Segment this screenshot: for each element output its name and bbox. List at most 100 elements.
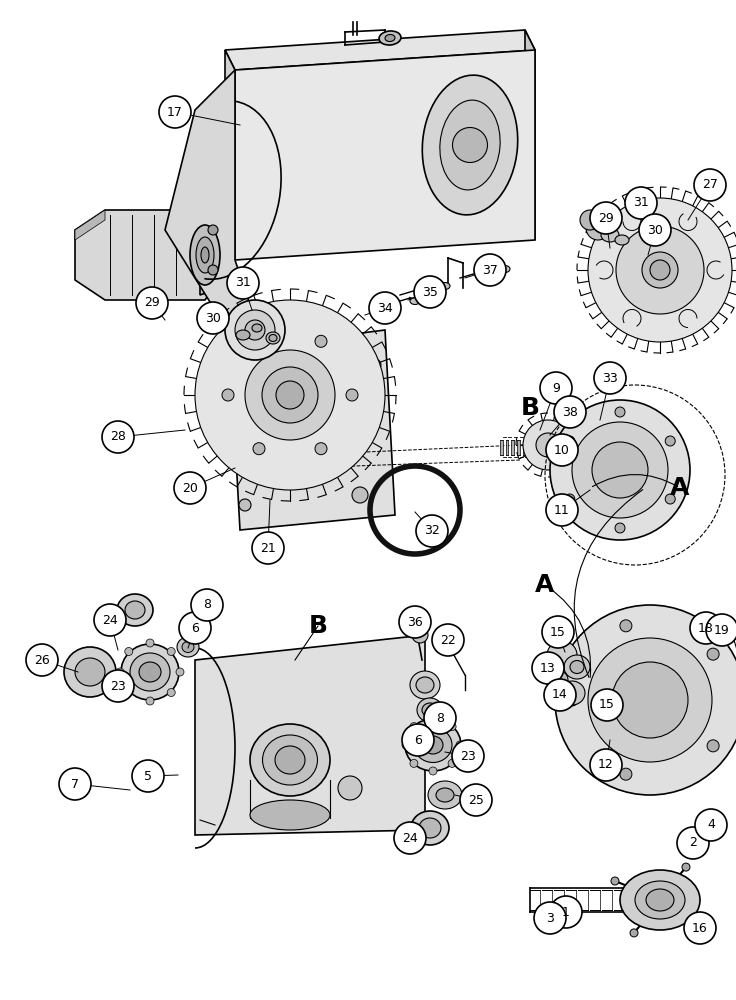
Text: 6: 6: [191, 621, 199, 635]
Circle shape: [338, 776, 362, 800]
Polygon shape: [528, 440, 531, 455]
Text: 18: 18: [698, 621, 714, 635]
Circle shape: [707, 648, 719, 660]
Ellipse shape: [546, 670, 568, 690]
Circle shape: [208, 265, 218, 275]
Ellipse shape: [130, 653, 170, 691]
Ellipse shape: [189, 626, 207, 642]
Text: 15: 15: [550, 626, 566, 639]
Ellipse shape: [559, 681, 585, 705]
Circle shape: [402, 741, 410, 749]
Polygon shape: [500, 440, 503, 455]
Circle shape: [410, 759, 418, 767]
Ellipse shape: [414, 728, 452, 762]
Ellipse shape: [422, 75, 517, 215]
Polygon shape: [567, 440, 570, 455]
Text: 12: 12: [598, 758, 614, 772]
Ellipse shape: [64, 647, 116, 697]
Polygon shape: [506, 440, 509, 455]
Text: 23: 23: [110, 680, 126, 692]
Polygon shape: [545, 440, 548, 455]
Circle shape: [694, 169, 726, 201]
Circle shape: [253, 443, 265, 455]
Circle shape: [620, 768, 632, 780]
Ellipse shape: [75, 658, 105, 686]
Ellipse shape: [601, 228, 619, 242]
Ellipse shape: [559, 432, 577, 448]
Circle shape: [412, 627, 428, 643]
Ellipse shape: [646, 889, 674, 911]
Polygon shape: [539, 440, 542, 455]
Circle shape: [225, 300, 285, 360]
Circle shape: [26, 644, 58, 676]
Circle shape: [179, 612, 211, 644]
Circle shape: [590, 202, 622, 234]
Circle shape: [146, 697, 154, 705]
Circle shape: [176, 668, 184, 676]
Ellipse shape: [139, 662, 161, 682]
Circle shape: [94, 604, 126, 636]
Text: 35: 35: [422, 286, 438, 298]
Ellipse shape: [444, 640, 456, 650]
Polygon shape: [590, 440, 593, 455]
Text: 24: 24: [102, 613, 118, 626]
Ellipse shape: [570, 440, 582, 450]
Polygon shape: [573, 440, 576, 455]
Circle shape: [580, 210, 600, 230]
Circle shape: [690, 612, 722, 644]
Ellipse shape: [564, 655, 590, 679]
Circle shape: [432, 624, 464, 656]
Text: 27: 27: [702, 178, 718, 192]
Circle shape: [159, 96, 191, 128]
Text: 26: 26: [34, 654, 50, 666]
Text: 29: 29: [144, 296, 160, 310]
Text: 34: 34: [377, 302, 393, 314]
Circle shape: [460, 784, 492, 816]
Circle shape: [550, 896, 582, 928]
Circle shape: [208, 225, 218, 235]
Text: 20: 20: [182, 482, 198, 494]
Ellipse shape: [177, 637, 199, 657]
Polygon shape: [596, 440, 598, 455]
Circle shape: [245, 350, 335, 440]
Ellipse shape: [416, 677, 434, 693]
Circle shape: [588, 198, 732, 342]
Ellipse shape: [440, 100, 500, 190]
Circle shape: [566, 694, 578, 706]
Circle shape: [550, 400, 690, 540]
Text: 9: 9: [552, 381, 560, 394]
Polygon shape: [165, 70, 255, 320]
Ellipse shape: [236, 330, 250, 340]
Circle shape: [448, 759, 456, 767]
Text: 37: 37: [482, 263, 498, 276]
Ellipse shape: [411, 811, 449, 845]
Circle shape: [684, 912, 716, 944]
Circle shape: [352, 487, 368, 503]
Polygon shape: [235, 50, 535, 260]
Circle shape: [410, 723, 418, 731]
Text: A: A: [670, 476, 690, 500]
Circle shape: [116, 668, 124, 676]
Circle shape: [590, 749, 622, 781]
Circle shape: [399, 606, 431, 638]
Circle shape: [59, 768, 91, 800]
Ellipse shape: [410, 298, 420, 304]
Circle shape: [252, 532, 284, 564]
Polygon shape: [601, 440, 604, 455]
Polygon shape: [525, 30, 535, 240]
Ellipse shape: [190, 225, 220, 285]
Circle shape: [536, 433, 560, 457]
Ellipse shape: [121, 644, 179, 700]
Circle shape: [523, 420, 573, 470]
Circle shape: [591, 689, 623, 721]
Circle shape: [276, 381, 304, 409]
Circle shape: [532, 652, 564, 684]
Polygon shape: [512, 440, 514, 455]
Ellipse shape: [635, 881, 685, 919]
Polygon shape: [230, 330, 395, 530]
Circle shape: [222, 389, 234, 401]
Polygon shape: [517, 440, 520, 455]
Circle shape: [565, 494, 575, 504]
Text: 33: 33: [602, 371, 618, 384]
Text: 7: 7: [71, 778, 79, 790]
